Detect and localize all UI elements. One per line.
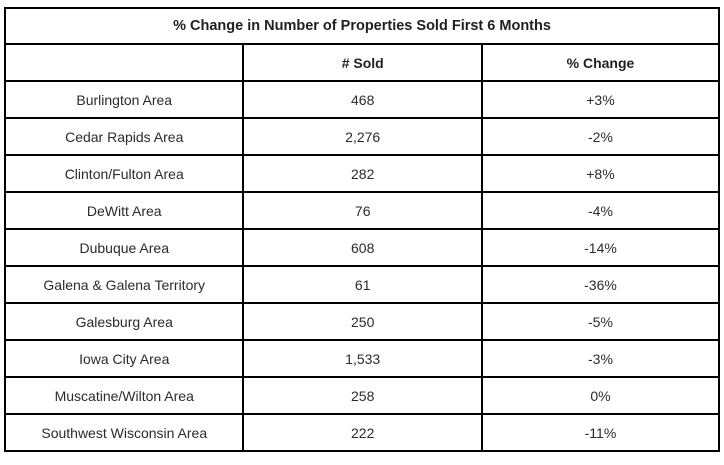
change-cell: 0% [480, 376, 721, 415]
area-cell: Burlington Area [3, 80, 245, 119]
table-row: Dubuque Area 608 -14% [3, 228, 721, 267]
table-row: Southwest Wisconsin Area 222 -11% [3, 413, 721, 452]
table-row: Burlington Area 468 +3% [3, 80, 721, 119]
area-cell: Southwest Wisconsin Area [3, 413, 245, 452]
sold-cell: 76 [242, 191, 483, 230]
header-change: % Change [480, 43, 721, 82]
area-cell: Iowa City Area [3, 339, 245, 378]
change-cell: +3% [480, 80, 721, 119]
change-cell: +8% [480, 154, 721, 193]
properties-sold-table: % Change in Number of Properties Sold Fi… [3, 7, 721, 452]
table-row: Galesburg Area 250 -5% [3, 302, 721, 341]
change-cell: -3% [480, 339, 721, 378]
table-body: % Change in Number of Properties Sold Fi… [3, 7, 721, 452]
table-row: Cedar Rapids Area 2,276 -2% [3, 117, 721, 156]
area-cell: Galena & Galena Territory [3, 265, 245, 304]
change-cell: -14% [480, 228, 721, 267]
area-cell: Galesburg Area [3, 302, 245, 341]
area-cell: DeWitt Area [3, 191, 245, 230]
header-area [3, 43, 245, 82]
sold-cell: 258 [242, 376, 483, 415]
header-sold: # Sold [242, 43, 483, 82]
sold-cell: 608 [242, 228, 483, 267]
change-cell: -5% [480, 302, 721, 341]
table-row: Muscatine/Wilton Area 258 0% [3, 376, 721, 415]
sold-cell: 2,276 [242, 117, 483, 156]
sold-cell: 222 [242, 413, 483, 452]
table-title: % Change in Number of Properties Sold Fi… [4, 7, 720, 45]
area-cell: Dubuque Area [3, 228, 245, 267]
table-row: Clinton/Fulton Area 282 +8% [3, 154, 721, 193]
sold-cell: 282 [242, 154, 483, 193]
change-cell: -36% [480, 265, 721, 304]
table-row: Iowa City Area 1,533 -3% [3, 339, 721, 378]
table-title-row: % Change in Number of Properties Sold Fi… [4, 7, 720, 45]
table-row: DeWitt Area 76 -4% [3, 191, 721, 230]
change-cell: -2% [480, 117, 721, 156]
change-cell: -4% [480, 191, 721, 230]
area-cell: Muscatine/Wilton Area [3, 376, 245, 415]
sold-cell: 250 [242, 302, 483, 341]
change-cell: -11% [480, 413, 721, 452]
table-header-row: # Sold % Change [3, 43, 721, 82]
sold-cell: 61 [242, 265, 483, 304]
table-row: Galena & Galena Territory 61 -36% [3, 265, 721, 304]
sold-cell: 468 [242, 80, 483, 119]
area-cell: Cedar Rapids Area [3, 117, 245, 156]
sold-cell: 1,533 [242, 339, 483, 378]
area-cell: Clinton/Fulton Area [3, 154, 245, 193]
